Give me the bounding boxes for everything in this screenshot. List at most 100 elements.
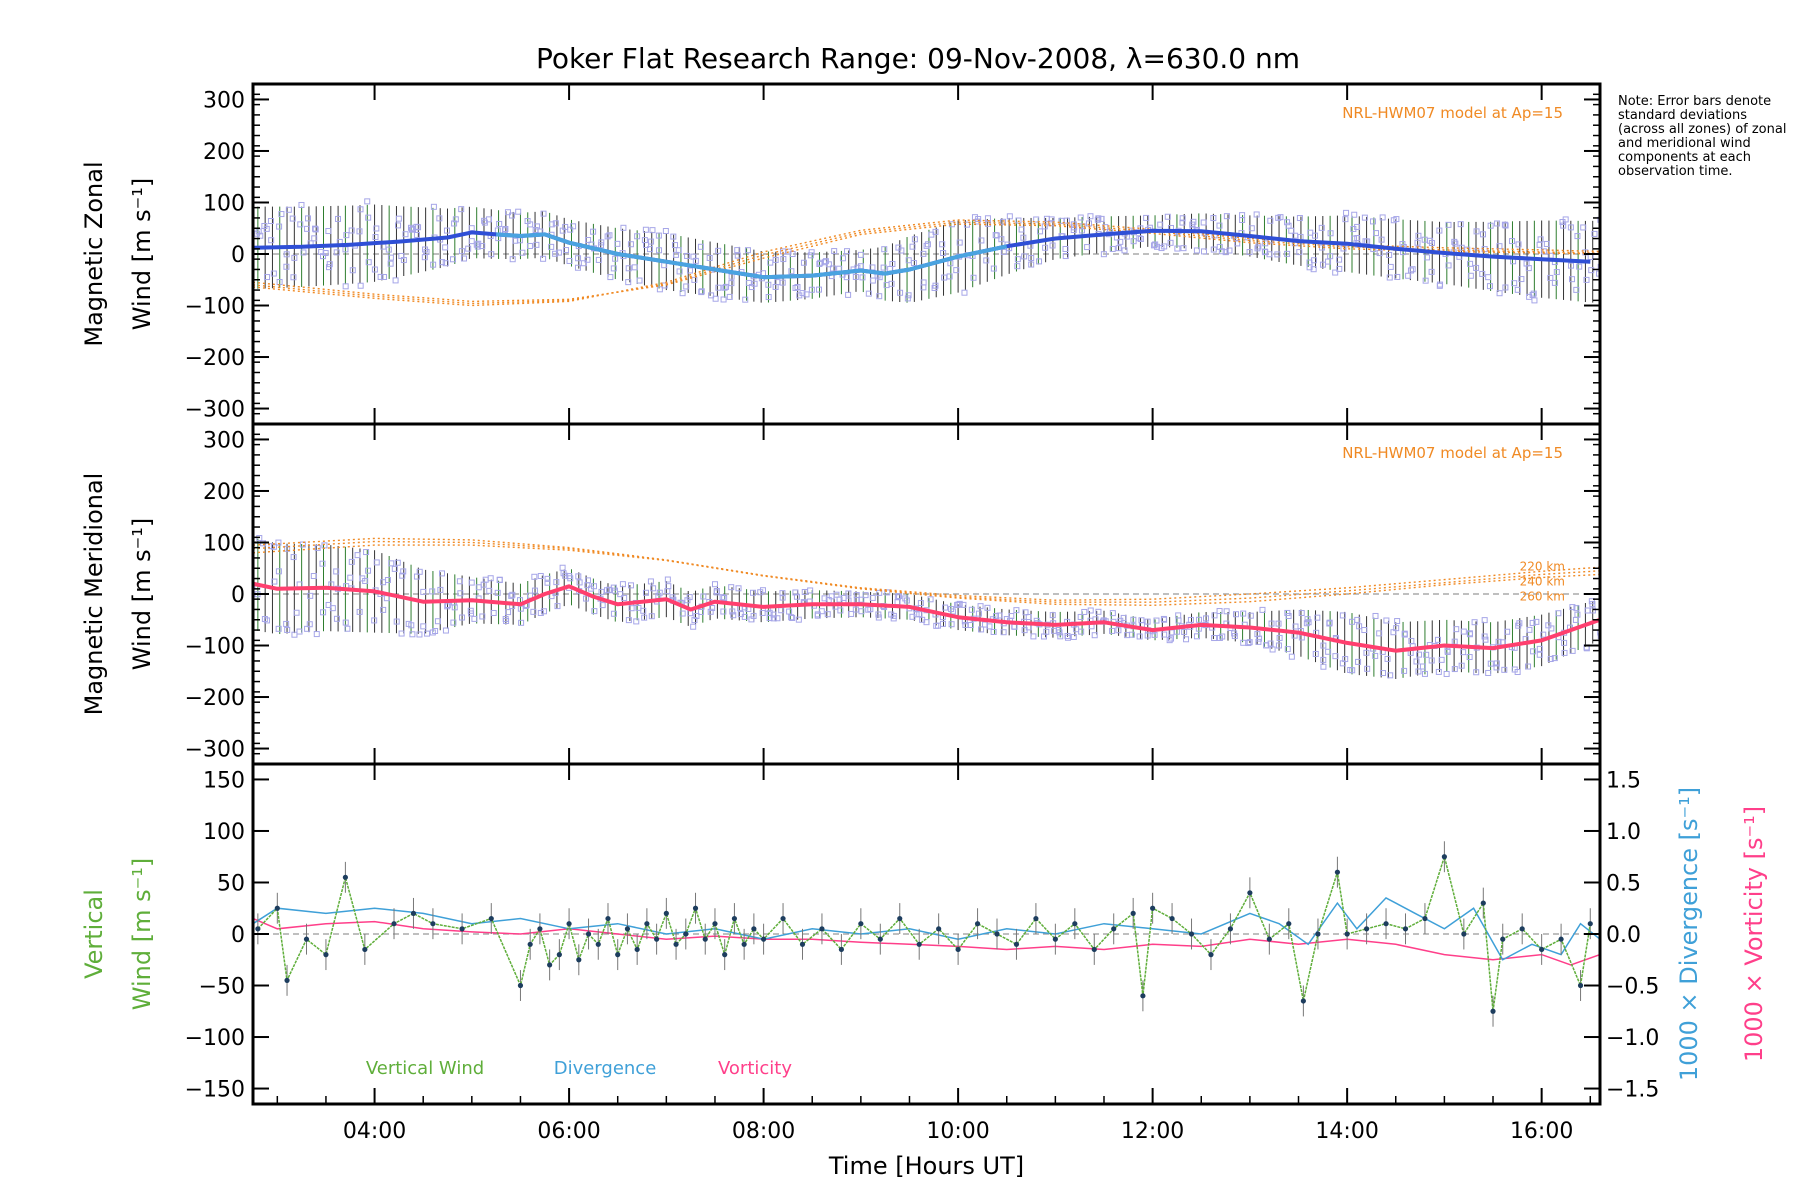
y-tick-label: −50: [199, 975, 245, 1000]
y-axis-label-line1: Magnetic Zonal: [80, 161, 108, 346]
zone-sample: [788, 268, 795, 275]
zone-sample: [1451, 238, 1458, 245]
zone-sample: [284, 545, 291, 552]
zone-sample: [261, 222, 268, 229]
zone-sample: [402, 231, 409, 238]
zone-sample: [1255, 243, 1262, 250]
zone-sample: [416, 568, 423, 575]
zone-sample: [1436, 282, 1443, 289]
zone-sample: [496, 220, 503, 227]
zone-sample: [1326, 620, 1333, 627]
zone-sample: [1087, 607, 1094, 614]
zone-sample: [486, 587, 493, 594]
zone-sample: [1211, 635, 1218, 642]
zone-sample: [642, 589, 649, 596]
zone-sample: [876, 293, 883, 300]
zone-sample: [1231, 633, 1238, 640]
zone-sample: [531, 587, 538, 594]
zone-sample: [1531, 297, 1538, 304]
zone-sample: [865, 606, 872, 613]
zone-sample: [307, 592, 314, 599]
zone-sample: [862, 592, 869, 599]
vertical-wind-point: [974, 921, 981, 927]
vertical-wind-point: [731, 915, 738, 922]
zone-sample: [1070, 221, 1077, 228]
zone-sample: [1453, 626, 1460, 633]
zone-sample: [1259, 606, 1266, 613]
zone-sample: [1526, 293, 1533, 300]
zone-sample: [490, 609, 497, 616]
y2-tick-label: 0.5: [1606, 871, 1641, 896]
zone-sample: [1401, 667, 1408, 674]
zone-sample: [1451, 638, 1458, 645]
zone-sample: [1267, 217, 1274, 224]
zone-sample: [1536, 651, 1543, 658]
zone-sample: [357, 282, 364, 289]
divergence-axis-label: 1000 × Divergence [s⁻¹]: [1675, 787, 1703, 1081]
zone-sample: [421, 254, 428, 261]
zone-sample: [684, 597, 691, 604]
zone-sample: [553, 579, 560, 586]
zone-sample: [1530, 648, 1537, 655]
y-tick-label: 300: [203, 428, 245, 453]
zone-sample: [1390, 629, 1397, 636]
vertical-wind-point: [323, 952, 329, 958]
zone-sample: [956, 239, 963, 246]
zone-sample: [1354, 616, 1361, 623]
zone-sample: [1372, 612, 1379, 619]
vertical-wind-point: [1363, 926, 1370, 932]
zone-sample: [257, 232, 264, 239]
zone-sample: [1043, 628, 1050, 635]
zone-sample: [1298, 609, 1305, 616]
zone-sample: [1444, 648, 1451, 655]
zone-sample: [865, 290, 872, 297]
zone-sample: [1296, 215, 1303, 222]
zone-sample: [1514, 286, 1521, 293]
zone-sample: [1157, 221, 1164, 228]
zone-sample: [598, 588, 605, 595]
vertical-wind-point: [877, 936, 883, 942]
zone-sample: [509, 212, 516, 219]
zone-sample: [880, 264, 887, 271]
zone-sample: [627, 241, 634, 248]
zone-sample: [1547, 274, 1554, 281]
zone-sample: [502, 225, 509, 232]
zone-sample: [1239, 212, 1246, 219]
zone-sample: [793, 593, 800, 600]
vertical-wind-point: [547, 962, 553, 968]
zone-sample: [646, 246, 653, 253]
zone-sample: [837, 607, 844, 614]
zone-sample: [1167, 239, 1174, 246]
zone-sample: [1480, 231, 1487, 238]
zone-sample: [1256, 635, 1263, 642]
zone-sample: [344, 625, 351, 632]
zone-sample: [436, 215, 443, 222]
zone-sample: [1325, 648, 1332, 655]
zone-sample: [471, 615, 478, 622]
zone-sample: [1597, 632, 1600, 639]
zone-sample: [496, 576, 503, 583]
y-tick-label: −300: [185, 738, 245, 763]
zone-sample: [744, 247, 751, 254]
zone-sample: [620, 224, 627, 231]
zone-sample: [415, 224, 422, 231]
zone-sample: [911, 236, 918, 243]
y-axis-label: Magnetic Zonal Wind [m s⁻¹]: [80, 161, 156, 346]
x-tick-label: 16:00: [1510, 1119, 1573, 1144]
zone-sample: [1364, 238, 1371, 245]
zone-sample: [1077, 613, 1084, 620]
zone-sample: [1226, 247, 1233, 254]
zone-sample: [276, 223, 283, 230]
zone-sample: [1332, 653, 1339, 660]
zone-sample: [1179, 219, 1186, 226]
zone-sample: [774, 615, 781, 622]
zone-sample: [916, 611, 923, 618]
vertical-wind-point: [1334, 869, 1341, 875]
zone-sample: [656, 589, 663, 596]
model-curve: [253, 540, 1600, 603]
zone-sample: [904, 295, 911, 302]
zone-sample: [349, 267, 356, 274]
zone-sample: [1210, 246, 1217, 253]
zone-sample: [920, 279, 927, 286]
zone-sample: [479, 243, 486, 250]
